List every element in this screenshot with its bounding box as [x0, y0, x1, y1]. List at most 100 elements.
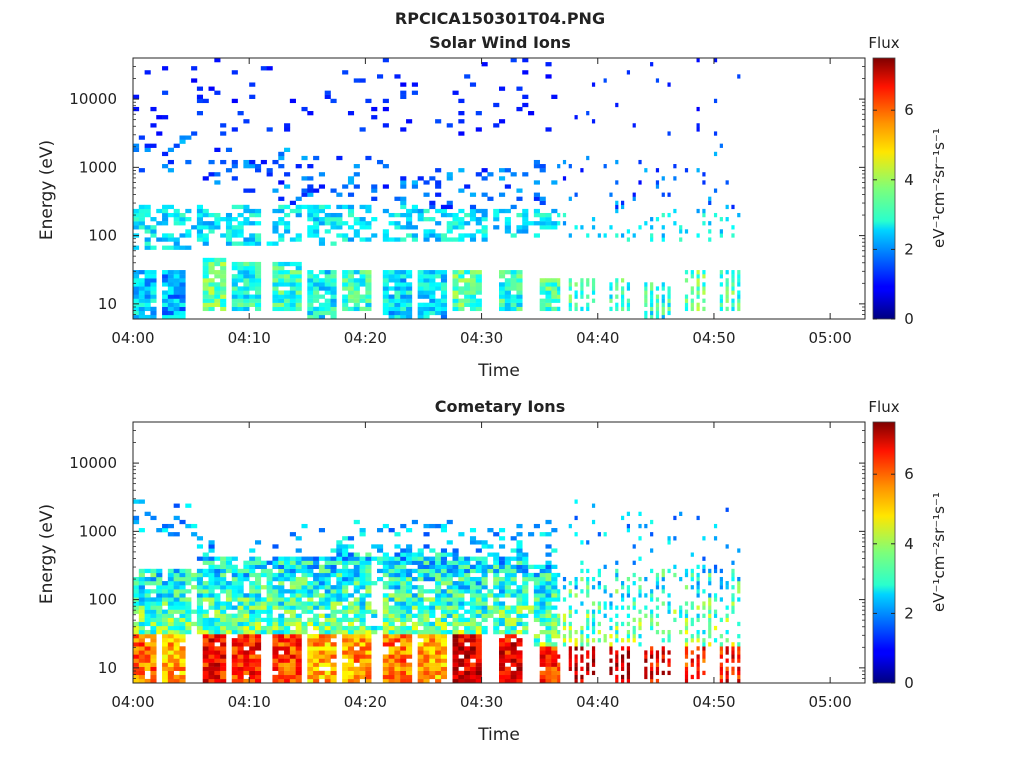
- flux-cell: [278, 155, 285, 161]
- flux-cell: [295, 662, 302, 667]
- flux-cell: [615, 560, 619, 565]
- flux-cell: [249, 621, 256, 627]
- flux-cell: [365, 556, 372, 561]
- flux-cell: [318, 204, 326, 210]
- flux-cell: [249, 625, 256, 631]
- flux-cell: [591, 286, 596, 291]
- flux-cell: [499, 556, 506, 561]
- flux-cell: [173, 298, 180, 303]
- flux-cell: [278, 164, 285, 169]
- flux-cell: [568, 589, 572, 594]
- flux-cell: [249, 556, 256, 561]
- flux-cell: [737, 282, 741, 287]
- flux-cell: [162, 589, 169, 594]
- flux-cell: [167, 237, 174, 242]
- flux-cell: [510, 670, 517, 676]
- flux-cell: [260, 605, 267, 610]
- flux-cell: [539, 646, 546, 651]
- flux-cell: [510, 581, 517, 586]
- flux-cell: [464, 670, 471, 676]
- flux-cell: [336, 212, 343, 218]
- flux-cell: [591, 662, 596, 667]
- flux-cell: [185, 601, 192, 606]
- flux-cell: [417, 601, 424, 606]
- flux-cell: [214, 585, 221, 590]
- flux-cell: [208, 605, 215, 610]
- flux-cell: [440, 528, 448, 533]
- flux-cell: [278, 261, 285, 267]
- flux-cell: [411, 180, 418, 185]
- flux-cell: [173, 314, 180, 320]
- flux-cell: [429, 629, 436, 635]
- flux-cell: [708, 617, 712, 623]
- flux-cell: [173, 282, 180, 287]
- flux-cell: [225, 581, 233, 586]
- flux-cell: [684, 642, 689, 647]
- flux-cell: [249, 581, 256, 586]
- flux-cell: [330, 617, 337, 623]
- flux-cell: [307, 229, 314, 234]
- flux-cell: [475, 111, 482, 116]
- flux-cell: [278, 654, 285, 659]
- flux-cell: [284, 572, 291, 578]
- flux-cell: [307, 572, 314, 578]
- flux-cell: [626, 678, 631, 684]
- flux-cell: [574, 642, 578, 647]
- flux-cell: [435, 662, 442, 667]
- flux-cell: [295, 593, 302, 598]
- flux-cell: [342, 536, 349, 541]
- flux-cell: [591, 629, 596, 635]
- flux-cell: [371, 233, 378, 238]
- flux-cell: [725, 674, 729, 680]
- flux-cell: [522, 585, 529, 590]
- flux-cell: [423, 217, 430, 222]
- flux-cell: [243, 634, 250, 639]
- flux-cell: [644, 294, 648, 299]
- flux-cell: [342, 270, 349, 275]
- flux-cell: [179, 621, 186, 627]
- flux-cell: [272, 601, 279, 606]
- flux-cell: [696, 270, 700, 275]
- flux-cell: [214, 662, 221, 667]
- flux-cell: [458, 306, 465, 312]
- flux-cell: [452, 621, 459, 627]
- flux-cell: [574, 593, 578, 598]
- flux-cell: [394, 593, 401, 598]
- flux-cell: [667, 638, 671, 643]
- flux-cell: [516, 290, 523, 295]
- flux-cell: [504, 585, 511, 590]
- flux-cell: [429, 310, 436, 316]
- flux-cell: [388, 617, 395, 623]
- flux-cell: [382, 658, 389, 663]
- flux-cell: [510, 302, 517, 307]
- flux-cell: [307, 674, 314, 680]
- flux-cell: [144, 225, 151, 230]
- flux-cell: [469, 286, 477, 291]
- flux-cell: [318, 654, 326, 659]
- flux-cell: [231, 298, 238, 303]
- flux-cell: [185, 589, 192, 594]
- flux-cell: [260, 572, 267, 578]
- colorbar-gradient: [872, 57, 896, 320]
- flux-cell: [423, 290, 430, 295]
- flux-cell: [452, 638, 459, 643]
- flux-cell: [522, 625, 529, 631]
- flux-cell: [446, 172, 453, 177]
- flux-cell: [417, 597, 424, 602]
- flux-cell: [301, 585, 308, 590]
- flux-cell: [731, 601, 735, 606]
- flux-cell: [446, 229, 453, 234]
- flux-cell: [359, 294, 366, 299]
- flux-cell: [237, 290, 244, 295]
- flux-cell: [185, 135, 192, 140]
- flux-cell: [365, 552, 372, 557]
- flux-cell: [185, 568, 192, 574]
- flux-cell: [371, 625, 378, 631]
- flux-cell: [347, 270, 355, 275]
- flux-cell: [586, 576, 590, 582]
- flux-cell: [173, 290, 180, 295]
- flux-cell: [133, 290, 140, 295]
- flux-cell: [365, 302, 372, 307]
- flux-cell: [272, 576, 279, 582]
